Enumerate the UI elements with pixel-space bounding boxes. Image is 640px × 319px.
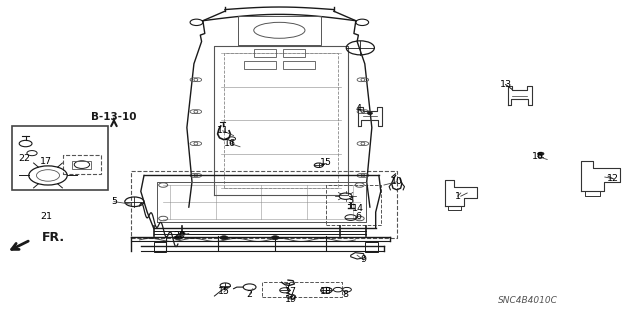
Text: 18: 18	[321, 287, 332, 296]
Text: 17: 17	[40, 157, 52, 166]
Text: 15: 15	[321, 158, 332, 167]
Text: 16: 16	[532, 152, 543, 161]
Bar	[63, 155, 101, 174]
Bar	[254, 49, 276, 57]
Bar	[72, 161, 91, 169]
Circle shape	[179, 232, 186, 235]
Text: 1: 1	[454, 192, 461, 201]
Text: 16: 16	[225, 139, 236, 148]
Bar	[283, 61, 315, 69]
Text: 7: 7	[284, 283, 290, 292]
Text: 17: 17	[285, 287, 297, 296]
Text: 14: 14	[353, 204, 364, 213]
Circle shape	[367, 112, 372, 115]
Text: 11: 11	[217, 126, 228, 135]
Bar	[244, 61, 276, 69]
Text: 22: 22	[19, 154, 30, 163]
Text: 19: 19	[285, 295, 297, 304]
Text: 20: 20	[173, 231, 185, 240]
Text: 3: 3	[348, 197, 354, 205]
Circle shape	[289, 296, 293, 298]
Text: FR.: FR.	[42, 231, 65, 244]
Text: 9: 9	[360, 256, 367, 264]
Text: 6: 6	[355, 212, 362, 221]
Circle shape	[271, 236, 279, 240]
Bar	[365, 242, 378, 252]
Circle shape	[220, 236, 228, 240]
Text: 15: 15	[218, 287, 230, 296]
Bar	[154, 242, 166, 252]
Text: SNC4B4010C: SNC4B4010C	[498, 296, 558, 305]
Text: 2: 2	[246, 290, 253, 299]
Circle shape	[538, 152, 544, 155]
Text: 21: 21	[40, 212, 52, 221]
Bar	[12, 126, 108, 190]
Text: 5: 5	[111, 197, 117, 206]
Text: 13: 13	[500, 80, 511, 89]
Text: 10: 10	[391, 177, 403, 186]
Text: 12: 12	[607, 174, 619, 183]
Text: B-13-10: B-13-10	[91, 112, 137, 122]
Text: 8: 8	[342, 290, 349, 299]
Circle shape	[174, 236, 182, 240]
Text: 4: 4	[355, 104, 362, 113]
Bar	[283, 49, 305, 57]
